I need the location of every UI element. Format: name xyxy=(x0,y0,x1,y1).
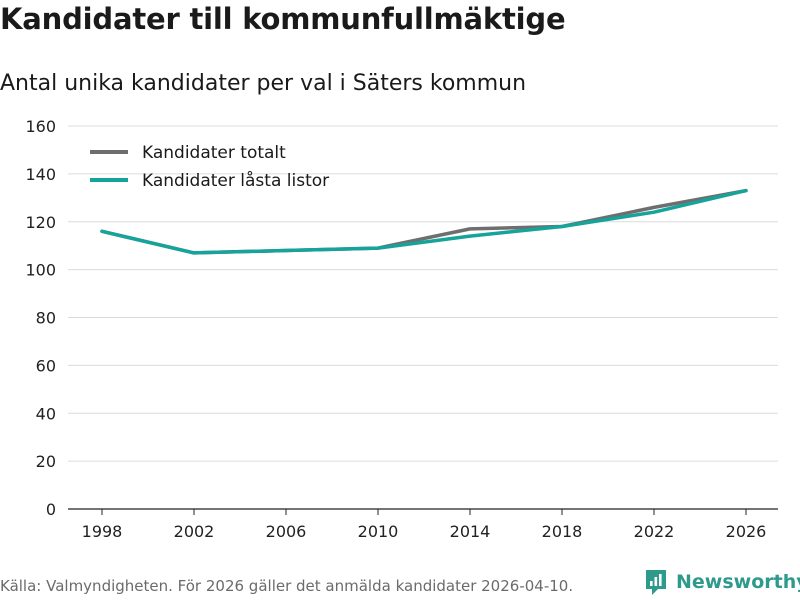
brand-name: Newsworthy xyxy=(676,571,800,593)
y-tick-label: 160 xyxy=(25,117,56,136)
chart-title: Kandidater till kommunfullmäktige xyxy=(0,2,566,36)
newsworthy-logo: Newsworthy xyxy=(644,568,800,596)
x-tick-label: 1998 xyxy=(82,522,123,541)
x-tick-label: 2018 xyxy=(542,522,583,541)
series-line-kandidater-lasta-listor xyxy=(100,188,748,255)
y-tick-label: 20 xyxy=(36,452,56,471)
x-tick-label: 2006 xyxy=(266,522,307,541)
legend-label: Kandidater totalt xyxy=(142,143,286,163)
gridlines xyxy=(68,125,778,462)
newsworthy-chart-icon xyxy=(646,570,666,595)
legend-label: Kandidater låsta listor xyxy=(142,170,329,191)
y-tick-label: 100 xyxy=(25,261,56,280)
y-tick-label: 80 xyxy=(36,309,56,328)
y-tick-label: 0 xyxy=(46,500,56,519)
y-tick-label: 60 xyxy=(36,356,56,375)
x-tick-label: 2026 xyxy=(726,522,767,541)
y-axis-ticks: 0 20 40 60 80 100 120 140 160 xyxy=(25,117,56,519)
source-note: Källa: Valmyndigheten. För 2026 gäller d… xyxy=(0,577,574,595)
y-tick-label: 40 xyxy=(36,404,56,423)
legend: Kandidater totalt Kandidater låsta listor xyxy=(90,143,329,191)
series-lines xyxy=(100,188,748,255)
y-tick-label: 120 xyxy=(25,213,56,232)
x-axis-ticks: 1998 2002 2006 2010 2014 2018 2022 2026 xyxy=(82,509,767,541)
x-tick-label: 2010 xyxy=(358,522,399,541)
chart-subtitle: Antal unika kandidater per val i Säters … xyxy=(0,71,527,96)
y-tick-label: 140 xyxy=(25,165,56,184)
x-tick-label: 2002 xyxy=(174,522,215,541)
x-tick-label: 2022 xyxy=(634,522,675,541)
x-tick-label: 2014 xyxy=(450,522,491,541)
